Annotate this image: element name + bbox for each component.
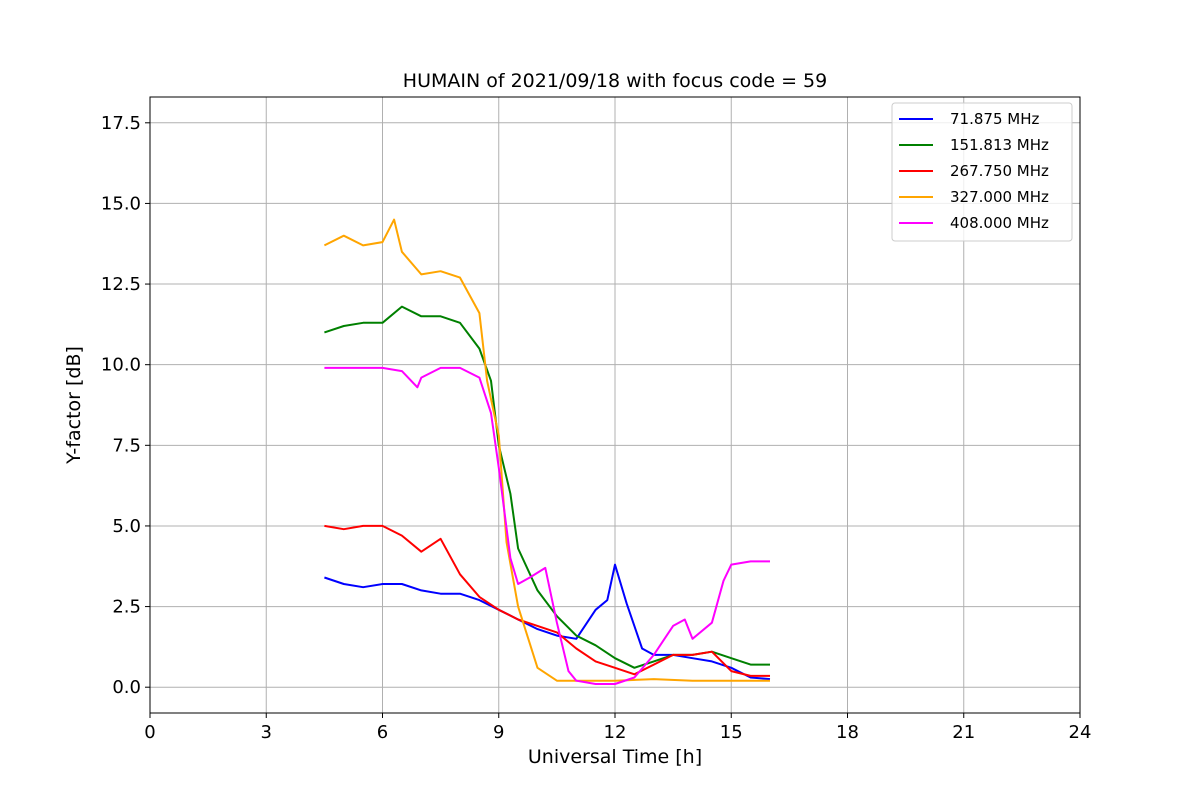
x-tick-label: 6 [377, 722, 388, 743]
x-axis: 0 3 6 9 12 15 18 21 24 [144, 713, 1091, 743]
y-tick-label: 12.5 [101, 274, 141, 295]
x-tick-label: 24 [1069, 722, 1092, 743]
x-tick-label: 15 [720, 722, 743, 743]
x-tick-label: 0 [144, 722, 155, 743]
y-tick-label: 10.0 [101, 355, 141, 376]
x-tick-label: 9 [493, 722, 504, 743]
legend-label-0: 71.875 MHz [950, 110, 1039, 128]
legend-label-3: 327.000 MHz [950, 188, 1049, 206]
series-line-4 [324, 366, 770, 685]
x-tick-label: 3 [261, 722, 272, 743]
x-tick-label: 12 [604, 722, 627, 743]
series-layer [323, 218, 771, 685]
y-tick-label: 5.0 [112, 516, 141, 537]
y-tick-label: 15.0 [101, 193, 141, 214]
chart-title: HUMAIN of 2021/09/18 with focus code = 5… [403, 70, 827, 92]
y-tick-label: 0.0 [112, 677, 141, 698]
legend-label-4: 408.000 MHz [950, 214, 1049, 232]
series-line-0 [324, 563, 771, 681]
y-axis-label: Y-factor [dB] [63, 346, 85, 465]
series-line-2 [324, 524, 770, 677]
series-line-3 [323, 218, 770, 682]
legend-label-2: 267.750 MHz [950, 162, 1049, 180]
y-tick-label: 7.5 [112, 435, 141, 456]
y-axis: 0.0 2.5 5.0 7.5 10.0 12.5 15.0 17.5 [101, 113, 150, 698]
x-tick-label: 21 [952, 722, 975, 743]
legend: 71.875 MHz 151.813 MHz 267.750 MHz 327.000 … [891, 102, 1073, 242]
legend-box [891, 102, 1073, 242]
legend-label-1: 151.813 MHz [950, 136, 1049, 154]
x-tick-label: 18 [836, 722, 859, 743]
x-axis-label: Universal Time [h] [528, 746, 702, 768]
y-tick-label: 17.5 [101, 113, 141, 134]
y-tick-label: 2.5 [112, 597, 141, 618]
